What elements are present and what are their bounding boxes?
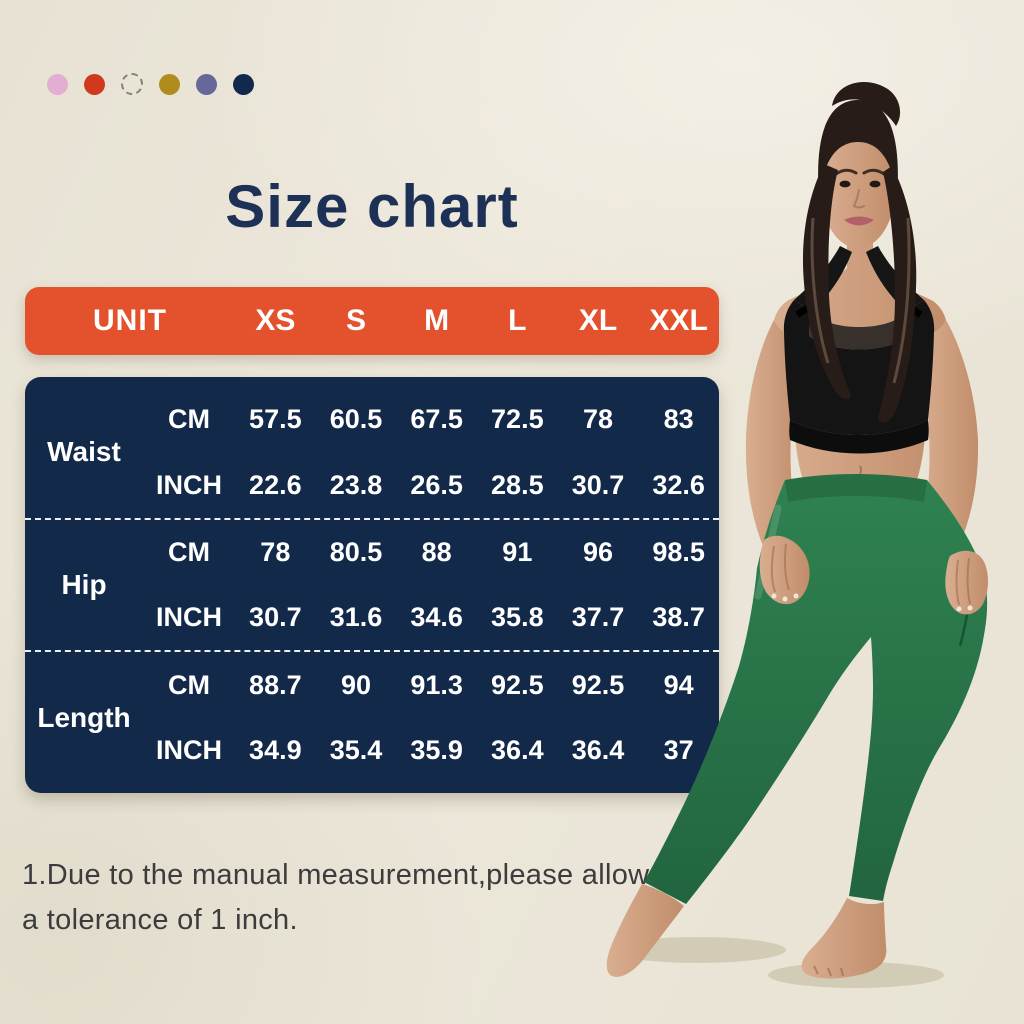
unit-cell-length-inch: INCH	[156, 734, 222, 765]
value-cell-hip-inch-xl: 37.7	[571, 602, 625, 633]
model-face	[821, 132, 895, 248]
value-cell-waist-cm-xl: 78	[582, 404, 614, 435]
row-label-hip: Hip	[61, 569, 107, 600]
value-cell-waist-inch-xl: 30.7	[571, 469, 625, 500]
model-photo	[606, 82, 989, 988]
value-cell-waist-cm-xs: 57.5	[249, 404, 302, 435]
size-table-header: UNIT XS S M L XL XXL	[25, 287, 719, 355]
value-cell-waist-cm-s: 60.5	[329, 404, 383, 435]
size-column-header-s: S	[345, 304, 366, 337]
size-column-header-xs: XS	[255, 304, 296, 337]
unit-cell-hip-inch: INCH	[156, 602, 222, 633]
value-cell-length-cm-m: 91.3	[410, 669, 463, 700]
value-cell-length-cm-xs: 88.7	[249, 669, 302, 700]
table-section-length: Length CM 88.7 90 91.3 92.5 92.5 94 INCH 34.9 35.4…	[25, 652, 719, 783]
size-column-header-xxl: XXL	[649, 304, 708, 337]
size-table-body: Waist CM 57.5 60.5 67.5 72.5 78 83 INCH 22.6 23.8 2…	[25, 377, 719, 793]
value-cell-waist-inch-xxl: 32.6	[652, 469, 705, 500]
value-cell-waist-cm-l: 72.5	[491, 404, 544, 435]
page-title: Size chart	[225, 173, 519, 240]
color-swatch-pink[interactable]	[47, 73, 68, 95]
tolerance-note: 1.Due to the manual measurement,please a…	[22, 853, 652, 943]
value-cell-length-cm-xxl: 94	[663, 669, 694, 700]
value-cell-length-inch-xl: 36.4	[571, 734, 625, 765]
navel	[859, 465, 862, 475]
value-cell-waist-inch-l: 28.5	[491, 469, 544, 500]
value-cell-hip-cm-m: 88	[421, 536, 452, 567]
value-cell-length-inch-s: 35.4	[329, 734, 383, 765]
value-cell-waist-inch-xs: 22.6	[249, 469, 302, 500]
color-swatch-navy[interactable]	[233, 73, 254, 95]
value-cell-waist-inch-m: 26.5	[410, 469, 463, 500]
color-swatch-gold[interactable]	[159, 73, 180, 95]
value-cell-length-cm-s: 90	[340, 669, 372, 700]
size-column-header-l: L	[508, 304, 527, 337]
unit-cell-waist-cm: CM	[168, 404, 210, 435]
value-cell-hip-cm-s: 80.5	[329, 536, 383, 567]
green-leggings	[644, 474, 988, 904]
value-cell-waist-cm-m: 67.5	[410, 404, 463, 435]
color-swatches	[47, 73, 254, 95]
table-section-waist: Waist CM 57.5 60.5 67.5 72.5 78 83 INCH 22.6 23.8 2…	[25, 387, 719, 520]
row-label-waist: Waist	[47, 436, 121, 468]
color-swatch-white-outline[interactable]	[121, 73, 143, 95]
bare-feet	[606, 884, 887, 979]
value-cell-hip-inch-m: 34.6	[410, 602, 463, 633]
value-cell-length-cm-xl: 92.5	[571, 669, 625, 700]
value-cell-hip-cm-l: 91	[502, 536, 533, 567]
model-hair	[802, 82, 917, 423]
value-cell-hip-inch-xxl: 38.7	[652, 602, 705, 633]
value-cell-length-inch-xxl: 37	[663, 734, 694, 765]
unit-cell-hip-cm: CM	[168, 536, 210, 567]
table-section-hip: Hip CM 78 80.5 88 91 96 98.5 INCH 30.7 31.6 34.6 35.…	[25, 520, 719, 653]
value-cell-hip-inch-xs: 30.7	[249, 602, 302, 633]
value-cell-length-inch-m: 35.9	[410, 734, 463, 765]
color-swatch-red-orange[interactable]	[84, 73, 105, 95]
value-cell-hip-cm-xs: 78	[260, 536, 291, 567]
unit-header-cell: UNIT	[93, 304, 167, 337]
value-cell-length-inch-xs: 34.9	[249, 734, 302, 765]
unit-cell-waist-inch: INCH	[156, 469, 222, 500]
value-cell-hip-inch-l: 35.8	[491, 602, 544, 633]
floor-shadow	[610, 937, 944, 988]
value-cell-length-inch-l: 36.4	[491, 734, 544, 765]
tolerance-note-line2: a tolerance of 1 inch.	[22, 903, 298, 936]
value-cell-waist-cm-xxl: 83	[663, 404, 694, 435]
size-column-header-m: M	[424, 304, 450, 337]
value-cell-hip-inch-s: 31.6	[329, 602, 383, 633]
value-cell-hip-cm-xl: 96	[582, 536, 614, 567]
value-cell-hip-cm-xxl: 98.5	[652, 536, 705, 567]
tolerance-note-line1: 1.Due to the manual measurement,please a…	[22, 859, 650, 891]
model-hands	[759, 535, 989, 615]
value-cell-waist-inch-s: 23.8	[329, 469, 383, 500]
value-cell-length-cm-l: 92.5	[491, 669, 544, 700]
size-column-header-xl: XL	[578, 304, 618, 337]
color-swatch-purple[interactable]	[196, 73, 217, 95]
row-label-length: Length	[37, 701, 131, 733]
unit-cell-length-cm: CM	[168, 669, 210, 700]
